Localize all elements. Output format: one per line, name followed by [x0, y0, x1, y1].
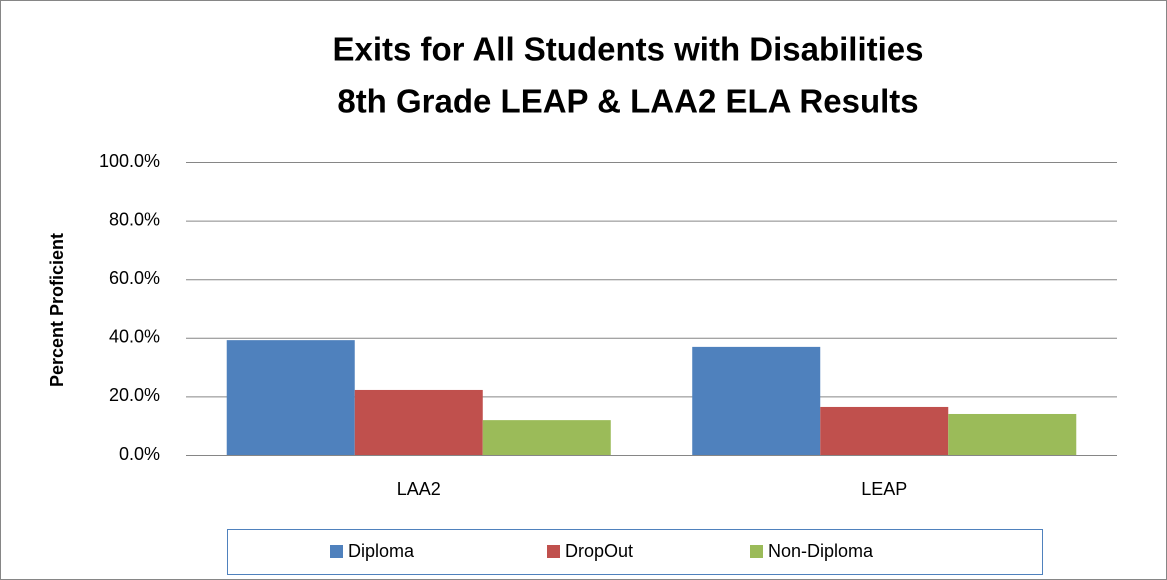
x-tick-label: LEAP	[861, 479, 907, 499]
chart-subtitle: 8th Grade LEAP & LAA2 ELA Results	[337, 83, 918, 120]
chart-title: Exits for All Students with Disabilities	[332, 31, 923, 68]
y-tick-label: 60.0%	[109, 268, 160, 288]
x-tick-label: LAA2	[397, 479, 441, 499]
bar	[820, 406, 949, 455]
legend-swatch	[547, 545, 560, 558]
legend-box	[227, 529, 1043, 575]
bar	[354, 389, 483, 455]
legend-swatch	[330, 545, 343, 558]
y-tick-label: 20.0%	[109, 385, 160, 405]
legend-label: Diploma	[348, 541, 415, 561]
y-tick-label: 80.0%	[109, 209, 160, 229]
legend-swatch	[750, 545, 763, 558]
bar	[692, 346, 821, 455]
bar	[948, 413, 1077, 455]
legend-label: DropOut	[565, 541, 633, 561]
y-tick-label: 0.0%	[119, 444, 160, 464]
bar	[482, 420, 611, 455]
y-axis-label: Percent Proficient	[47, 233, 67, 387]
y-tick-label: 100.0%	[99, 151, 160, 171]
bar	[226, 340, 355, 455]
legend-label: Non-Diploma	[768, 541, 874, 561]
y-tick-label: 40.0%	[109, 327, 160, 347]
